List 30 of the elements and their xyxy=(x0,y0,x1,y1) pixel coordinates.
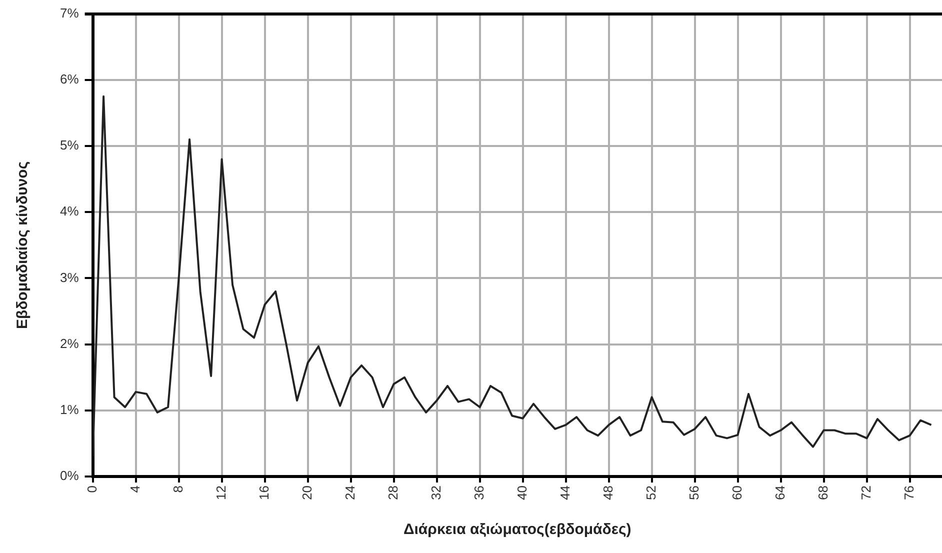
x-tick-label: 28 xyxy=(385,486,400,500)
y-tick-label: 1% xyxy=(60,402,80,418)
x-tick-label: 32 xyxy=(428,486,444,500)
x-tick-label: 44 xyxy=(557,486,572,500)
x-tick-label: 56 xyxy=(686,486,702,500)
x-tick-label: 16 xyxy=(256,486,272,500)
y-tick-label: 6% xyxy=(60,71,80,86)
x-tick-label: 20 xyxy=(299,486,314,500)
x-tick-label: 12 xyxy=(213,486,228,500)
y-tick-label: 7% xyxy=(60,5,80,20)
y-tick-label: 0% xyxy=(60,468,80,484)
x-tick-label: 24 xyxy=(342,486,358,500)
x-tick-label: 52 xyxy=(643,486,658,500)
x-tick-label: 60 xyxy=(729,486,744,500)
x-tick-label: 48 xyxy=(600,486,616,500)
x-tick-label: 64 xyxy=(772,486,788,500)
y-tick-label: 5% xyxy=(60,138,80,153)
x-tick-label: 8 xyxy=(170,486,186,493)
x-tick-label: 0 xyxy=(84,486,100,493)
x-tick-label: 4 xyxy=(127,486,142,493)
x-tick-label: 36 xyxy=(471,486,486,500)
y-axis-title: Εβδομαδιαίος κίνδυνος xyxy=(14,161,32,329)
y-tick-label: 3% xyxy=(60,270,80,285)
y-tick-label: 2% xyxy=(60,336,80,351)
x-tick-label: 72 xyxy=(858,486,874,500)
y-tick-label: 4% xyxy=(60,204,80,219)
x-axis-title: Διάρκεια αξιώματος(εβδομάδες) xyxy=(403,521,632,538)
x-tick-label: 76 xyxy=(901,486,916,500)
x-tick-label: 40 xyxy=(514,486,530,500)
x-tick-label: 68 xyxy=(815,486,830,500)
